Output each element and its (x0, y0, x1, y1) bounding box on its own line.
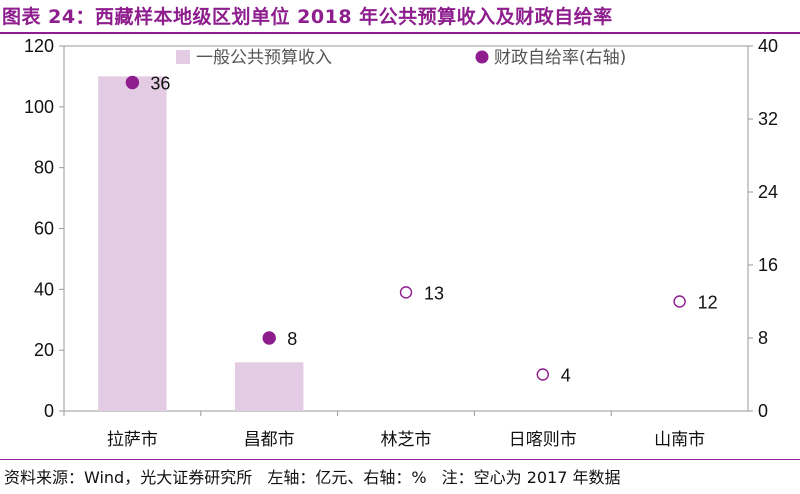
legend-swatch-bar (176, 50, 190, 64)
right-axis-tick-label: 24 (758, 182, 778, 202)
self-sufficiency-point (673, 295, 686, 308)
left-axis-tick-label: 0 (44, 401, 54, 421)
axis-note: 左轴：亿元、右轴：% (267, 468, 427, 487)
left-axis-tick-label: 120 (24, 36, 54, 56)
title-divider (0, 32, 800, 34)
right-axis-tick-label: 0 (758, 401, 768, 421)
self-sufficiency-point (262, 331, 276, 345)
right-axis-tick-label: 40 (758, 36, 778, 56)
legend-label: 财政自给率(右轴) (494, 48, 626, 68)
self-sufficiency-point (399, 286, 413, 299)
self-sufficiency-point (536, 368, 549, 381)
source-text: 资料来源：Wind，光大证券研究所 (4, 468, 253, 487)
x-axis-tick-label: 林芝市 (381, 430, 432, 450)
legend-label: 一般公共预算收入 (196, 48, 332, 68)
self-sufficiency-point (125, 75, 140, 90)
hollow-note: 注：空心为 2017 年数据 (441, 468, 621, 487)
left-axis-tick-label: 40 (34, 279, 54, 299)
source-divider (0, 459, 800, 460)
data-label: 4 (561, 366, 571, 386)
left-axis-tick-label: 20 (34, 340, 54, 360)
data-label: 36 (150, 74, 170, 94)
right-axis-tick-label: 8 (758, 328, 768, 348)
bar-budget-revenue (235, 362, 304, 411)
x-axis-tick-label: 昌都市 (244, 430, 295, 450)
source-line: 资料来源：Wind，光大证券研究所 左轴：亿元、右轴：% 注：空心为 2017 … (4, 464, 631, 488)
left-axis-tick-label: 60 (34, 219, 54, 239)
x-axis-tick-label: 拉萨市 (107, 430, 158, 450)
x-axis-tick-label: 山南市 (654, 430, 705, 450)
left-axis-tick-label: 100 (24, 97, 54, 117)
right-axis-tick-label: 32 (758, 109, 778, 129)
data-label: 8 (287, 329, 297, 349)
right-axis-tick-label: 16 (758, 255, 778, 275)
x-axis-tick-label: 日喀则市 (509, 430, 577, 450)
data-label: 13 (424, 283, 444, 303)
left-axis-tick-label: 80 (34, 158, 54, 178)
legend-swatch-dot (475, 50, 489, 64)
chart-title: 图表 24：西藏样本地级区划单位 2018 年公共预算收入及财政自给率 (2, 6, 613, 28)
bar-budget-revenue (98, 76, 167, 412)
data-label: 12 (698, 293, 718, 313)
